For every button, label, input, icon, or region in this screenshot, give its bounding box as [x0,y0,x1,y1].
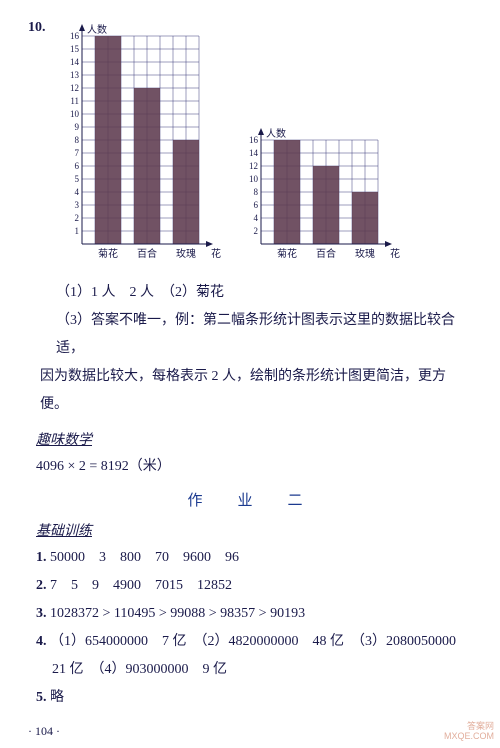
svg-text:10: 10 [70,109,80,119]
fun-math-expr: 4096 × 2 = 8192（米） [36,453,472,481]
svg-text:百合: 百合 [316,247,336,260]
svg-text:10: 10 [249,174,259,184]
svg-text:花: 花 [211,247,221,260]
svg-text:9: 9 [75,122,80,132]
svg-text:6: 6 [254,200,259,210]
svg-text:5: 5 [75,174,80,184]
fun-math-title: 趣味数学 [36,429,472,449]
homework-line: 5. 略 [36,684,472,712]
svg-text:4: 4 [254,213,259,223]
homework-line: 1. 50000 3 800 70 9600 96 [36,544,472,572]
svg-text:13: 13 [70,70,80,80]
question-text: 21 亿 （4）903000000 9 亿 [52,662,227,677]
question-number: 2. [36,578,50,593]
question-number: 5. [36,690,50,705]
charts-row: 12345678910111213141516菊花百合玫瑰人数花 2468101… [60,20,400,267]
homework-line: 21 亿 （4）903000000 9 亿 [52,656,472,684]
svg-text:11: 11 [70,96,79,106]
watermark: 答案网 MXQE.COM [444,722,494,742]
answer-line-2: （3）答案不唯一，例：第二幅条形统计图表示这里的数据比较合适， [56,307,472,363]
svg-text:14: 14 [70,57,80,67]
question-text: 7 5 9 4900 7015 12852 [50,578,232,593]
svg-text:12: 12 [249,161,258,171]
basic-training-title: 基础训练 [36,520,472,540]
problem-10: 10. 12345678910111213141516菊花百合玫瑰人数花 246… [28,20,472,279]
svg-text:2: 2 [254,226,259,236]
svg-text:菊花: 菊花 [277,247,297,260]
svg-text:人数: 人数 [266,127,286,140]
svg-text:1: 1 [75,226,80,236]
svg-text:12: 12 [70,83,79,93]
svg-text:7: 7 [75,148,80,158]
homework-line: 4. （1）654000000 7 亿 （2）4820000000 48 亿 （… [36,628,472,656]
question-text: 1028372 > 110495 > 99088 > 98357 > 90193 [50,606,305,621]
svg-text:菊花: 菊花 [98,247,118,260]
homework-title: 作 业 二 [28,489,472,510]
svg-text:玫瑰: 玫瑰 [355,247,375,260]
question-number: 4. [36,634,50,649]
svg-text:15: 15 [70,44,80,54]
answer-line-3: 因为数据比较大，每格表示 2 人，绘制的条形统计图更简洁，更方便。 [40,363,472,419]
svg-text:16: 16 [70,31,80,41]
svg-text:8: 8 [75,135,80,145]
homework-line: 3. 1028372 > 110495 > 99088 > 98357 > 90… [36,600,472,628]
svg-text:3: 3 [75,200,80,210]
svg-text:2: 2 [75,213,80,223]
watermark-l2: MXQE.COM [444,732,494,742]
svg-text:花: 花 [390,247,400,260]
svg-text:8: 8 [254,187,259,197]
svg-text:6: 6 [75,161,80,171]
question-number: 3. [36,606,50,621]
svg-text:百合: 百合 [137,247,157,260]
svg-text:人数: 人数 [87,23,107,36]
question-number: 1. [36,550,50,565]
answer-block: （1）1 人 2 人 （2）菊花 （3）答案不唯一，例：第二幅条形统计图表示这里… [56,279,472,363]
question-text: （1）654000000 7 亿 （2）4820000000 48 亿 （3）2… [50,634,456,649]
chart-2: 2 4 6 8 10 12 14 16 菊花 百合 玫瑰 人数花 [239,124,400,267]
svg-text:玫瑰: 玫瑰 [176,247,196,260]
svg-text:16: 16 [249,135,259,145]
svg-text:4: 4 [75,187,80,197]
problem-number: 10. [28,20,52,36]
question-text: 50000 3 800 70 9600 96 [50,550,239,565]
chart-1: 12345678910111213141516菊花百合玫瑰人数花 [60,20,221,267]
svg-text:14: 14 [249,148,259,158]
homework-items: 1. 50000 3 800 70 9600 962. 7 5 9 4900 7… [28,544,472,712]
question-text: 略 [50,690,64,705]
page-number: · 104 · [28,724,472,739]
homework-line: 2. 7 5 9 4900 7015 12852 [36,572,472,600]
answer-line-1: （1）1 人 2 人 （2）菊花 [56,279,472,307]
